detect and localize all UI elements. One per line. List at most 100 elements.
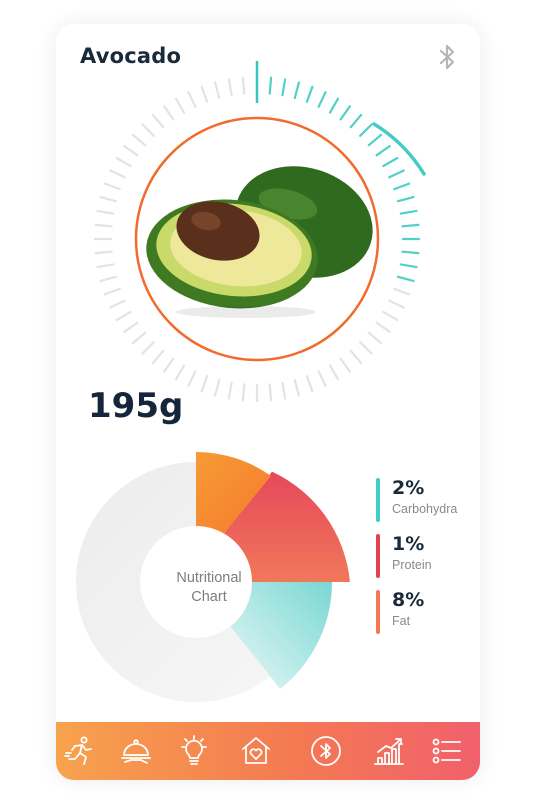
menu-list-icon[interactable]	[430, 734, 464, 768]
legend-item-protein: 1% Protein	[376, 532, 457, 588]
dial-tick	[115, 310, 132, 322]
legend-item-fat: 8% Fat	[376, 588, 457, 644]
dial-tick	[396, 275, 415, 282]
nutrition-legend: 2% Carbohydra 1% Protein 8% Fat	[376, 476, 457, 644]
dial-tick	[317, 370, 327, 387]
running-person-icon[interactable]	[63, 734, 97, 768]
dial-tick	[317, 91, 327, 108]
dial-tick	[359, 123, 373, 137]
dial-tick	[103, 182, 121, 191]
dial-tick	[162, 357, 175, 373]
dial-tick	[241, 76, 246, 95]
donut-center-line1: Nutritional	[176, 570, 242, 586]
dial-tick	[388, 169, 405, 179]
dial-tick	[214, 81, 221, 100]
bluetooth-circle-icon[interactable]	[309, 734, 343, 768]
dial-tick	[339, 105, 351, 121]
dial-tick	[103, 287, 121, 296]
food-title: Avocado	[80, 44, 182, 68]
dial-progress-arc	[372, 122, 426, 176]
dial-tick	[349, 349, 363, 365]
dial-tick	[131, 331, 147, 345]
dial-tick	[305, 85, 314, 103]
dial-tick	[96, 263, 115, 269]
dial-tick	[393, 182, 411, 191]
legend-label: Fat	[392, 614, 411, 628]
dial-tick	[399, 263, 418, 269]
dial-orange-ring	[134, 116, 380, 362]
legend-marker-carbohydrate	[376, 478, 380, 522]
dial-tick	[94, 250, 113, 255]
bar-chart-icon[interactable]	[372, 734, 406, 768]
dial-tick	[281, 78, 287, 97]
dial-tick	[375, 144, 391, 157]
dial-tick	[227, 381, 233, 400]
bluetooth-icon[interactable]	[434, 42, 460, 72]
avocado-photo	[146, 166, 373, 318]
dial-tick	[281, 381, 287, 400]
lightbulb-icon[interactable]	[177, 734, 211, 768]
scale-dial	[93, 61, 426, 403]
dial-tick	[388, 299, 405, 309]
dial-ticks	[93, 75, 421, 403]
weight-readout: 195g	[88, 386, 184, 426]
legend-marker-protein	[376, 534, 380, 578]
dial-tick	[187, 370, 197, 387]
legend-marker-fat	[376, 590, 380, 634]
slice-fat	[196, 452, 271, 534]
serving-dish-icon[interactable]	[119, 734, 153, 768]
donut-center-label: Nutritional Chart	[154, 569, 264, 607]
dial-tick	[241, 383, 246, 402]
dial-tick	[367, 133, 383, 147]
food-detail-card: Avocado 195g	[56, 24, 480, 780]
dial-tick	[214, 378, 221, 397]
dial-tick	[174, 97, 186, 114]
dial-tick	[293, 81, 300, 100]
dial-tick	[268, 383, 273, 402]
dial-tick	[305, 375, 314, 393]
legend-label: Carbohydra	[392, 502, 458, 516]
legend-percent: 1%	[392, 533, 425, 555]
dial-tick	[399, 209, 418, 215]
dial-tick	[123, 321, 139, 333]
dial-tick	[375, 321, 391, 333]
dial-tick	[187, 91, 197, 108]
dial-tick	[141, 341, 155, 355]
dial-tick	[339, 357, 351, 373]
dial-tick	[131, 133, 147, 147]
dial-tick	[393, 287, 411, 296]
legend-percent: 2%	[392, 477, 425, 499]
dial-tick	[99, 196, 118, 203]
dial-tick	[96, 209, 115, 215]
legend-percent: 8%	[392, 589, 425, 611]
dial-tick	[293, 378, 300, 397]
dial-tick	[141, 123, 155, 137]
dial-tick	[349, 113, 363, 129]
dial-tick	[109, 169, 126, 179]
dial-tick	[367, 331, 383, 345]
dial-tick	[151, 349, 165, 365]
dial-tick	[94, 223, 113, 228]
dial-tick	[99, 275, 118, 282]
dial-tick	[396, 196, 415, 203]
nutrition-donut-chart	[76, 452, 350, 702]
home-heart-icon[interactable]	[239, 734, 273, 768]
dial-tick	[174, 364, 186, 381]
dial-tick	[401, 223, 420, 228]
dial-tick	[328, 364, 340, 381]
dial-tick	[151, 113, 165, 129]
slice-carbohydrate	[230, 582, 332, 689]
slice-protein	[224, 471, 350, 582]
dial-tick	[382, 310, 399, 322]
dial-tick	[401, 250, 420, 255]
dial-tick	[115, 156, 132, 168]
dial-tick	[109, 299, 126, 309]
dial-tick	[200, 375, 209, 393]
dial-tick	[227, 78, 233, 97]
dial-tick	[359, 341, 373, 355]
dial-tick	[382, 156, 399, 168]
dial-tick	[328, 97, 340, 114]
legend-item-carbohydrate: 2% Carbohydra	[376, 476, 457, 532]
dial-tick	[123, 144, 139, 157]
dial-tick	[200, 85, 209, 103]
